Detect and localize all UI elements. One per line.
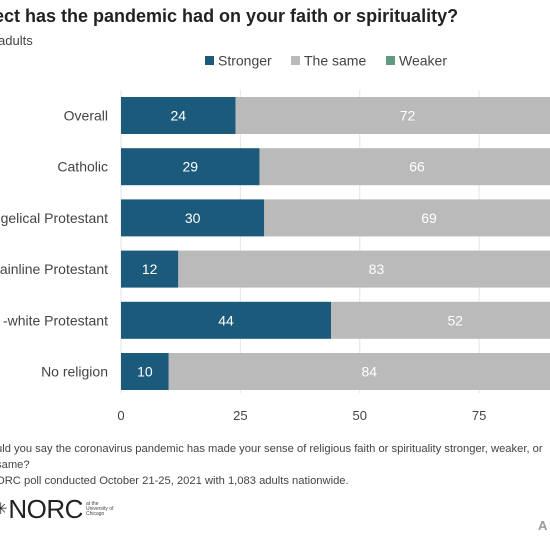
data-label: 10	[137, 364, 153, 380]
data-label: 12	[142, 261, 158, 277]
logo-subtext-line: at the	[85, 500, 99, 507]
stacked-bar-chart: Stronger The same Weaker 24 72 29 66 30 69 12 83 4…	[0, 53, 550, 423]
chart-subtitle: adults	[0, 33, 33, 48]
footnote-line: uld you say the coronavirus pandemic has…	[0, 443, 543, 455]
category-label: ainline Protestant	[0, 261, 108, 277]
legend-swatch	[291, 56, 300, 65]
tick-label: 50	[353, 408, 367, 423]
bar-segment	[178, 250, 550, 288]
bar-segment	[121, 97, 236, 134]
logo-subtext-line: University of	[85, 505, 114, 512]
bar-segment	[259, 148, 550, 186]
legend-label: Stronger	[218, 53, 272, 69]
x-axis-ticks: 0 25 50 75	[117, 408, 486, 423]
bar-segment	[121, 353, 169, 390]
tick-label: 75	[472, 408, 486, 423]
bar-segment	[121, 199, 265, 237]
footnote-line: same?	[0, 459, 30, 471]
data-label: 30	[185, 210, 201, 226]
logo-text: NORC	[8, 493, 83, 524]
footnote-line: ORC poll conducted October 21-25, 2021 w…	[0, 475, 349, 487]
bar-segment	[121, 250, 179, 288]
logo-subtext-line: Chicago	[85, 510, 105, 517]
data-label: 44	[218, 312, 234, 328]
data-label: 83	[369, 261, 385, 277]
bar-segment	[121, 301, 332, 339]
bar-segment	[121, 148, 260, 186]
category-label: Overall	[64, 108, 108, 124]
data-label: 24	[171, 108, 187, 124]
chart-title: ect has the pandemic had on your faith o…	[0, 6, 459, 26]
legend-swatch	[386, 56, 395, 65]
category-label: -white Protestant	[3, 312, 108, 328]
tick-label: 0	[117, 408, 124, 423]
footnote: uld you say the coronavirus pandemic has…	[0, 441, 550, 489]
tick-label: 25	[233, 408, 247, 423]
data-label: 29	[182, 159, 198, 175]
legend-label: Weaker	[399, 53, 447, 69]
category-label: Catholic	[57, 159, 108, 175]
logo-subtext: at the University of Chicago	[85, 500, 116, 517]
bar-segment	[235, 97, 550, 134]
bar-segment	[331, 301, 550, 339]
ap-logo: A	[538, 518, 548, 533]
chart-gridlines	[120, 90, 480, 393]
category-label: gelical Protestant	[1, 210, 109, 226]
norc-logo: ✳ NORC at the University of Chicago	[0, 494, 116, 524]
data-label: 84	[362, 364, 378, 380]
data-label: 72	[400, 108, 416, 124]
legend-swatch	[205, 56, 214, 65]
data-label: 69	[421, 210, 437, 226]
legend-label: The same	[304, 53, 366, 69]
bar-segment	[264, 199, 550, 237]
data-label: 52	[447, 312, 463, 328]
bar-segment	[168, 353, 550, 390]
chart-legend: Stronger The same Weaker	[205, 53, 447, 69]
asterisk-icon: ✳	[0, 501, 8, 518]
category-label: No religion	[41, 364, 108, 380]
chart-bars: 24 72 29 66 30 69 12 83 44 52 10 84	[121, 97, 550, 390]
data-label: 66	[409, 159, 425, 175]
category-labels: Overall Catholic gelical Protestant ainline…	[0, 108, 108, 380]
